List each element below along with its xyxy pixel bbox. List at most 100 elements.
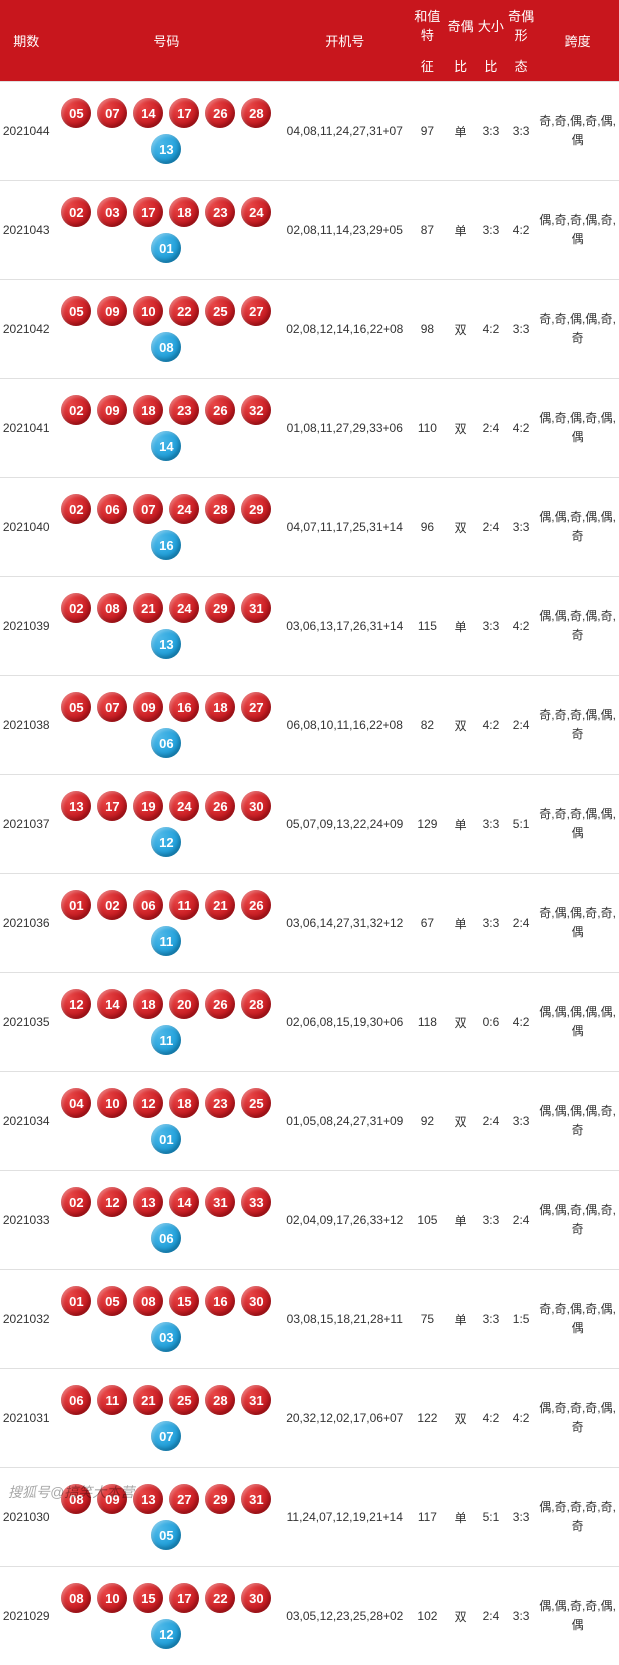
red-ball: 25 <box>205 296 235 326</box>
blue-ball: 03 <box>151 1322 181 1352</box>
cell-oe: 4:2 <box>476 676 506 775</box>
red-ball: 14 <box>133 98 163 128</box>
cell-sum: 97 <box>409 82 445 181</box>
cell-numbers: 02031718232401 <box>52 181 280 280</box>
red-ball: 10 <box>97 1583 127 1613</box>
cell-span: 偶,偶,奇,奇,偶,偶 <box>536 1567 619 1665</box>
red-ball: 30 <box>241 791 271 821</box>
cell-period: 2021034 <box>0 1072 52 1171</box>
red-ball: 30 <box>241 1286 271 1316</box>
cell-sum-oe: 双 <box>446 1072 476 1171</box>
cell-oe: 4:2 <box>476 280 506 379</box>
cell-sum: 105 <box>409 1171 445 1270</box>
cell-sum: 67 <box>409 874 445 973</box>
red-ball: 28 <box>241 989 271 1019</box>
blue-ball: 11 <box>151 926 181 956</box>
red-ball: 29 <box>205 1484 235 1514</box>
table-row: 20210400206072428291604,07,11,17,25,31+1… <box>0 478 619 577</box>
cell-oe: 3:3 <box>476 775 506 874</box>
table-row: 20210371317192426301205,07,09,13,22,24+0… <box>0 775 619 874</box>
cell-sum-oe: 双 <box>446 280 476 379</box>
cell-startup: 02,08,11,14,23,29+05 <box>280 181 409 280</box>
cell-numbers: 02121314313306 <box>52 1171 280 1270</box>
table-row: 20210380507091618270606,08,10,11,16,22+0… <box>0 676 619 775</box>
cell-sum-oe: 双 <box>446 478 476 577</box>
blue-ball: 06 <box>151 728 181 758</box>
red-ball: 30 <box>241 1583 271 1613</box>
blue-ball: 08 <box>151 332 181 362</box>
red-ball: 19 <box>133 791 163 821</box>
red-ball: 27 <box>169 1484 199 1514</box>
red-ball: 02 <box>61 494 91 524</box>
table-header: 期数 号码 开机号 和值特 奇偶 大小 奇偶形 跨度 征 比 比 态 <box>0 0 619 82</box>
cell-sum: 122 <box>409 1369 445 1468</box>
red-ball: 09 <box>133 692 163 722</box>
cell-period: 2021038 <box>0 676 52 775</box>
cell-span: 奇,偶,偶,奇,奇,偶 <box>536 874 619 973</box>
cell-startup: 03,05,12,23,25,28+02 <box>280 1567 409 1665</box>
table-row: 20210290810151722301203,05,12,23,25,28+0… <box>0 1567 619 1665</box>
red-ball: 18 <box>205 692 235 722</box>
cell-numbers: 05071417262813 <box>52 82 280 181</box>
red-ball: 26 <box>205 791 235 821</box>
cell-period: 2021042 <box>0 280 52 379</box>
cell-numbers: 12141820262811 <box>52 973 280 1072</box>
cell-period: 2021043 <box>0 181 52 280</box>
cell-startup: 20,32,12,02,17,06+07 <box>280 1369 409 1468</box>
cell-span: 奇,奇,偶,奇,偶,偶 <box>536 82 619 181</box>
red-ball: 12 <box>133 1088 163 1118</box>
red-ball: 07 <box>133 494 163 524</box>
red-ball: 15 <box>169 1286 199 1316</box>
cell-sum-oe: 双 <box>446 1567 476 1665</box>
red-ball: 21 <box>205 890 235 920</box>
red-ball: 29 <box>241 494 271 524</box>
cell-sum-oe: 单 <box>446 181 476 280</box>
blue-ball: 14 <box>151 431 181 461</box>
red-ball: 22 <box>169 296 199 326</box>
red-ball: 28 <box>205 1385 235 1415</box>
red-ball: 32 <box>241 395 271 425</box>
table-row: 20210340410121823250101,05,08,24,27,31+0… <box>0 1072 619 1171</box>
cell-span: 奇,奇,奇,偶,偶,偶 <box>536 775 619 874</box>
red-ball: 05 <box>61 296 91 326</box>
red-ball: 24 <box>169 593 199 623</box>
red-ball: 16 <box>169 692 199 722</box>
red-ball: 21 <box>133 593 163 623</box>
red-ball: 12 <box>97 1187 127 1217</box>
cell-sum: 117 <box>409 1468 445 1567</box>
cell-span: 偶,奇,奇,奇,偶,奇 <box>536 1369 619 1468</box>
cell-oe: 3:3 <box>476 1270 506 1369</box>
cell-numbers: 08101517223012 <box>52 1567 280 1665</box>
cell-span: 偶,偶,奇,偶,奇,奇 <box>536 1171 619 1270</box>
cell-span: 偶,偶,奇,偶,奇,奇 <box>536 577 619 676</box>
cell-oe: 5:1 <box>476 1468 506 1567</box>
cell-span: 偶,偶,偶,偶,奇,奇 <box>536 1072 619 1171</box>
cell-sum: 98 <box>409 280 445 379</box>
red-ball: 28 <box>205 494 235 524</box>
red-ball: 02 <box>61 395 91 425</box>
th-bs: 大小 <box>476 0 506 50</box>
red-ball: 10 <box>133 296 163 326</box>
red-ball: 31 <box>241 1385 271 1415</box>
red-ball: 18 <box>133 395 163 425</box>
cell-bs: 3:3 <box>506 1567 536 1665</box>
cell-span: 偶,奇,偶,奇,偶,偶 <box>536 379 619 478</box>
cell-span: 奇,奇,偶,奇,偶,偶 <box>536 1270 619 1369</box>
cell-numbers: 04101218232501 <box>52 1072 280 1171</box>
red-ball: 13 <box>133 1484 163 1514</box>
cell-numbers: 01020611212611 <box>52 874 280 973</box>
red-ball: 02 <box>61 197 91 227</box>
blue-ball: 16 <box>151 530 181 560</box>
red-ball: 17 <box>97 791 127 821</box>
cell-bs: 3:3 <box>506 1072 536 1171</box>
cell-sum-oe: 单 <box>446 775 476 874</box>
cell-bs: 2:4 <box>506 676 536 775</box>
cell-bs: 3:3 <box>506 1468 536 1567</box>
cell-period: 2021041 <box>0 379 52 478</box>
cell-numbers: 13171924263012 <box>52 775 280 874</box>
cell-sum: 115 <box>409 577 445 676</box>
blue-ball: 13 <box>151 134 181 164</box>
blue-ball: 12 <box>151 827 181 857</box>
cell-bs: 3:3 <box>506 478 536 577</box>
red-ball: 08 <box>133 1286 163 1316</box>
